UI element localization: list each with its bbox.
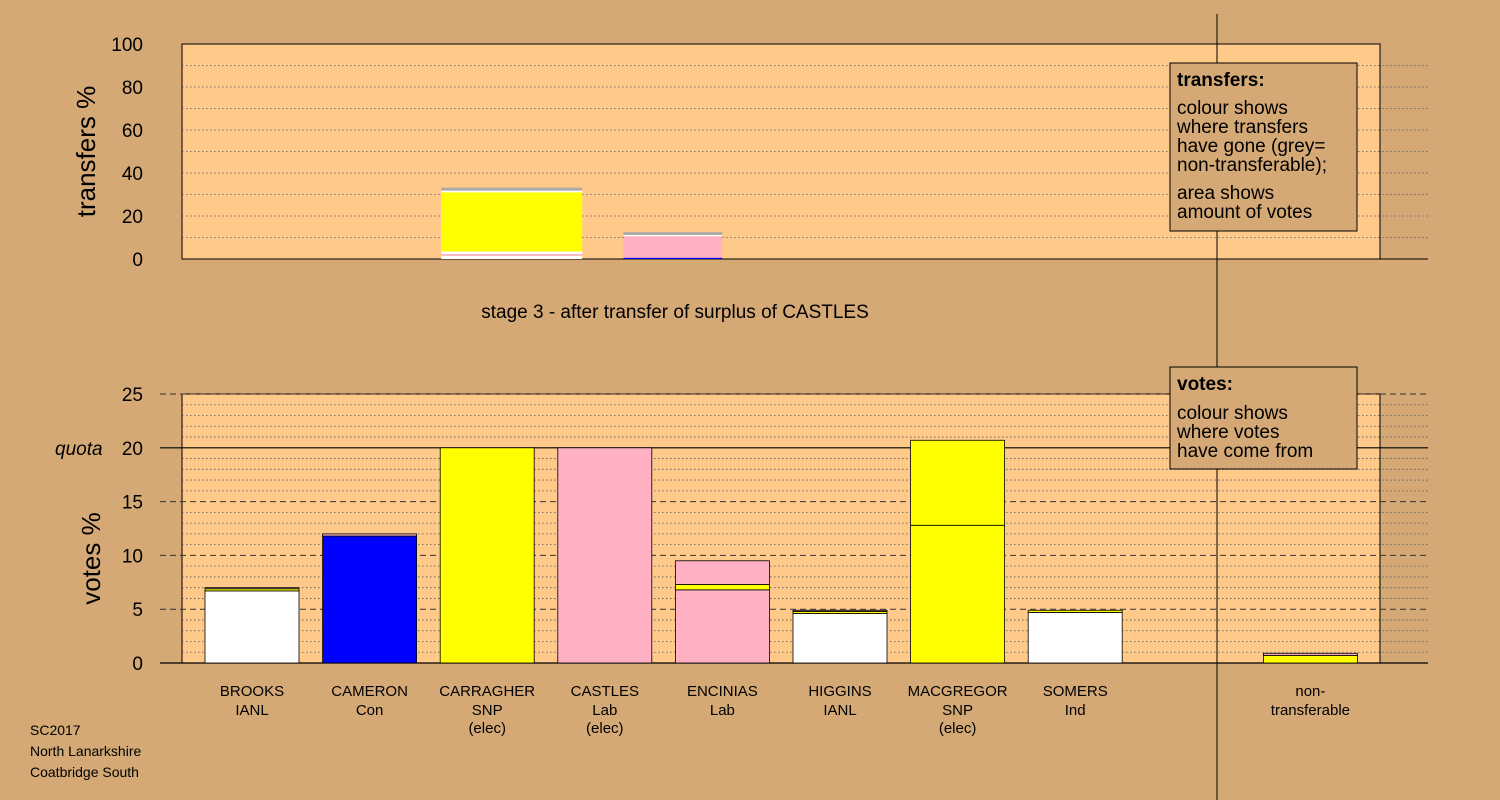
votes-y-tick-label: 25 [122,385,143,406]
votes-legend-line: colour shows [1177,403,1288,424]
transfers-legend-line: amount of votes [1177,202,1312,223]
vote-bar-segment [1263,652,1358,656]
candidate-name-label: MACGREGOR [908,683,1008,700]
footer-ward: Coatbridge South [30,764,139,780]
transfer-bar-segment [441,187,583,191]
transfers-y-axis-title: transfers % [71,86,101,218]
vote-bar-segment [792,613,888,664]
transfers-legend-line: area shows [1177,183,1274,204]
votes-y-tick-label: 15 [122,493,143,514]
candidate-name-label: CAMERON [331,683,408,700]
votes-legend-line: have come from [1177,441,1313,462]
votes-legend: votes: colour shows where votes have com… [1169,366,1358,470]
candidate-party-label: Ind [1065,702,1086,719]
candidate-party-label: SNP [942,702,973,719]
candidate-name-label: HIGGINS [808,683,871,700]
candidate-name-label: BROOKS [220,683,284,700]
vote-bar-segment [204,590,300,664]
vote-bar-segment [322,533,418,537]
vote-bar-segment [439,447,535,664]
candidate-elected-label: (elec) [939,720,977,737]
vote-bar-segment [1027,609,1123,613]
vote-bar-segment [910,439,1005,526]
transfer-bar-segment [623,234,723,237]
transfers-y-tick-label: 40 [122,164,143,185]
transfers-legend-line: non-transferable); [1177,155,1327,176]
candidate-elected-label: (elec) [586,720,624,737]
transfer-bar-segment [441,255,583,259]
stage-caption: stage 3 - after transfer of surplus of C… [481,302,869,323]
footer-election: SC2017 [30,722,81,738]
candidate-name-label: non- [1295,683,1325,700]
candidate-party-label: transferable [1271,702,1350,719]
votes-legend-title: votes: [1177,374,1233,395]
vote-bar-segment [675,589,770,664]
votes-legend-line: where votes [1176,422,1279,443]
transfer-bar-segment [623,257,723,259]
vote-bar-segment [1027,612,1123,664]
vote-bar-segment [910,524,1005,664]
votes-y-tick-label: 5 [132,600,143,621]
transfers-legend-line: where transfers [1176,117,1308,138]
transfer-bar-segment [441,251,583,255]
transfers-legend-box [1169,62,1358,232]
transfers-y-tick-label: 0 [132,250,143,271]
vote-bar-segment [557,447,653,664]
transfers-legend-title: transfers: [1177,70,1265,91]
transfers-y-tick-label: 80 [122,78,143,99]
candidate-party-label: Lab [710,702,735,719]
transfer-bar-segment [623,236,723,258]
transfers-y-tick-label: 100 [111,35,143,56]
transfers-y-tick-label: 60 [122,121,143,142]
vote-bar-segment [792,609,888,612]
candidate-party-label: IANL [235,702,268,719]
candidate-party-label: Con [356,702,384,719]
transfer-bar-segment [441,254,583,256]
transfers-legend-line: colour shows [1177,98,1288,119]
votes-y-tick-label: 20 [122,439,143,460]
votes-y-tick-label: 0 [132,654,143,675]
candidate-name-label: CARRAGHER [439,683,535,700]
transfers-y-tick-label: 20 [122,207,143,228]
vote-bar-segment [204,587,300,590]
vote-bar-segment [675,560,770,585]
transfers-legend-line: have gone (grey= [1177,136,1325,157]
votes-y-tick-label: 10 [122,546,143,567]
candidate-name-label: ENCINIAS [687,683,758,700]
vote-bar-segment [322,535,418,664]
vote-bar-segment [1263,655,1358,664]
votes-y-axis-title: votes % [76,512,106,605]
transfer-bar-segment [441,192,583,252]
candidate-name-label: CASTLES [571,683,639,700]
candidate-party-label: SNP [472,702,503,719]
vote-bar-segment [675,584,770,591]
votes-legend-box [1169,366,1358,470]
transfer-bar-segment [623,232,723,235]
footer-council: North Lanarkshire [30,743,141,759]
candidate-name-label: SOMERS [1043,683,1108,700]
candidate-party-label: IANL [823,702,856,719]
quota-label: quota [55,439,103,460]
candidate-party-label: Lab [592,702,617,719]
candidate-elected-label: (elec) [468,720,506,737]
transfers-legend: transfers: colour shows where transfers … [1169,62,1358,232]
transfer-bar-segment [441,190,583,193]
